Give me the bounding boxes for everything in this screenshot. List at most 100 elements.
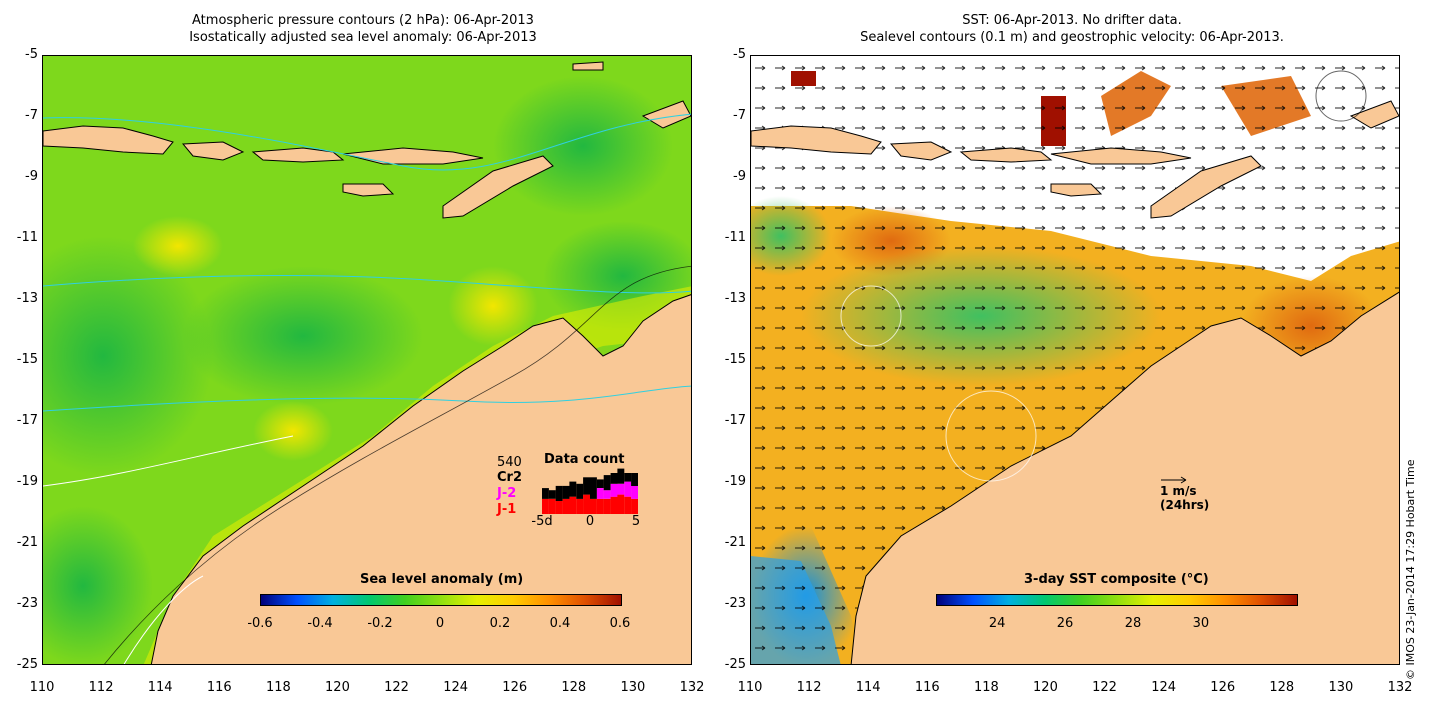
sumbawa-island: [959, 147, 1053, 163]
x-tick-label: 120: [325, 680, 350, 695]
data-count-bar-cr2: [603, 475, 611, 491]
y-tick-label: -21: [724, 535, 746, 550]
pressure-contour: [43, 385, 691, 412]
x-tick-label: 132: [1387, 680, 1413, 695]
sea-level-anomaly-map: [42, 55, 692, 665]
y-tick-label: -17: [16, 413, 38, 428]
sla-colorbar-tick: 0.2: [489, 616, 511, 631]
sla-colorbar-tick: 0.4: [549, 616, 571, 631]
sla-colorbar-tick: -0.2: [367, 616, 393, 631]
bali-lombok-island: [889, 141, 953, 161]
data-count-bar-cr2: [562, 485, 570, 499]
sla-colorbar-tick: -0.4: [307, 616, 333, 631]
data-count-bar-j2: [624, 481, 632, 497]
data-count-title: Data count: [544, 452, 625, 467]
data-count-bar-j2: [617, 483, 625, 495]
x-tick-label: 126: [1210, 680, 1236, 695]
sla-high-b: [253, 401, 333, 461]
data-count-bar-cr2: [590, 477, 597, 499]
velocity-key-arrow: [1161, 476, 1187, 484]
sea-level-contour: [123, 575, 204, 664]
x-tick-label: 122: [1092, 680, 1117, 695]
data-count-bar-j1: [610, 496, 618, 514]
data-count-legend-cr2: Cr2: [497, 470, 522, 485]
shelf-edge-line: [104, 265, 691, 664]
y-tick-label: -17: [724, 413, 746, 428]
y-tick-label: -15: [16, 352, 38, 367]
y-tick-label: -19: [724, 474, 746, 489]
data-count-bar-j1: [555, 501, 563, 514]
timor-island: [1150, 155, 1262, 219]
x-tick-label: 130: [620, 680, 646, 695]
data-count-bar-cr2: [631, 473, 638, 486]
y-tick-label: -21: [16, 535, 38, 550]
data-count-bar-j1: [617, 494, 625, 514]
data-count-bar-j1: [590, 498, 597, 514]
data-count-bar-j2: [631, 485, 638, 499]
y-tick-label: -11: [724, 230, 746, 245]
sla-colorbar-label: Sea level anomaly (m): [360, 572, 524, 587]
x-tick-label: 114: [147, 680, 173, 695]
tanimbar-island: [641, 100, 691, 129]
left-map-title: Atmospheric pressure contours (2 hPa): 0…: [18, 12, 708, 46]
sla-low-northeast: [493, 76, 673, 216]
australia-landmass: [150, 294, 691, 664]
sla-high-a: [133, 216, 223, 276]
java-island: [751, 125, 882, 155]
sst-map: [750, 55, 1400, 665]
y-tick-label: -7: [733, 108, 746, 123]
x-tick-label: 112: [88, 680, 114, 695]
data-count-bar-j1: [562, 498, 570, 514]
y-tick-label: -5: [25, 47, 38, 62]
x-tick-label: 124: [1151, 680, 1177, 695]
sea-level-contour: [840, 285, 902, 347]
y-tick-label: -15: [724, 352, 746, 367]
right-title-line2: Sealevel contours (0.1 m) and geostrophi…: [860, 30, 1284, 45]
sea-level-contour: [945, 390, 1037, 482]
x-tick-label: 110: [737, 680, 763, 695]
data-count-bar-j1: [603, 498, 611, 514]
sla-map-canvas: [43, 56, 691, 664]
y-tick-label: -9: [25, 169, 38, 184]
sla-low-central: [183, 266, 423, 406]
pressure-contour: [43, 275, 691, 294]
data-count-bar-j1: [548, 498, 556, 514]
data-count-x-tick: 0: [585, 514, 595, 529]
data-count-bar-j1: [624, 496, 632, 514]
data-count-bar-j1: [542, 498, 549, 514]
data-count-bar-cr2: [596, 479, 604, 488]
sst-colorbar-tick: 24: [988, 616, 1006, 631]
data-count-bar-cr2: [548, 490, 556, 499]
data-count-bar-j2: [603, 490, 611, 499]
y-tick-label: -23: [724, 596, 746, 611]
sla-low-southwest: [43, 506, 153, 664]
data-count-bar-j1: [596, 498, 604, 514]
velocity-key-period: (24hrs): [1160, 498, 1210, 512]
data-count-legend-j-1: J-1: [497, 502, 517, 517]
y-tick-label: -25: [16, 657, 38, 672]
y-tick-label: -5: [733, 47, 746, 62]
y-tick-label: -11: [16, 230, 38, 245]
y-tick-label: -13: [724, 291, 746, 306]
x-tick-label: 120: [1033, 680, 1058, 695]
x-tick-label: 126: [502, 680, 528, 695]
x-tick-label: 114: [855, 680, 881, 695]
pressure-contour: [43, 113, 691, 171]
sst-colorbar: [936, 594, 1298, 606]
y-tick-label: -13: [16, 291, 38, 306]
y-tick-label: -9: [733, 169, 746, 184]
velocity-key-speed: 1 m/s: [1160, 484, 1197, 498]
x-tick-label: 122: [384, 680, 409, 695]
sumba-island: [342, 183, 395, 197]
java-island: [43, 125, 174, 155]
data-count-x-tick: 5: [631, 514, 641, 529]
data-count-bar-cr2: [583, 477, 590, 495]
sst-colorbar-tick: 26: [1056, 616, 1074, 631]
bali-lombok-island: [181, 141, 245, 161]
y-tick-label: -25: [724, 657, 746, 672]
x-tick-label: 118: [973, 680, 999, 695]
data-count-bar-cr2: [624, 473, 632, 482]
copyright-note: © IMOS 23-Jan-2014 17:29 Hobart Time: [1404, 459, 1417, 680]
data-count-bar-j1: [583, 494, 590, 514]
y-tick-label: -7: [25, 108, 38, 123]
